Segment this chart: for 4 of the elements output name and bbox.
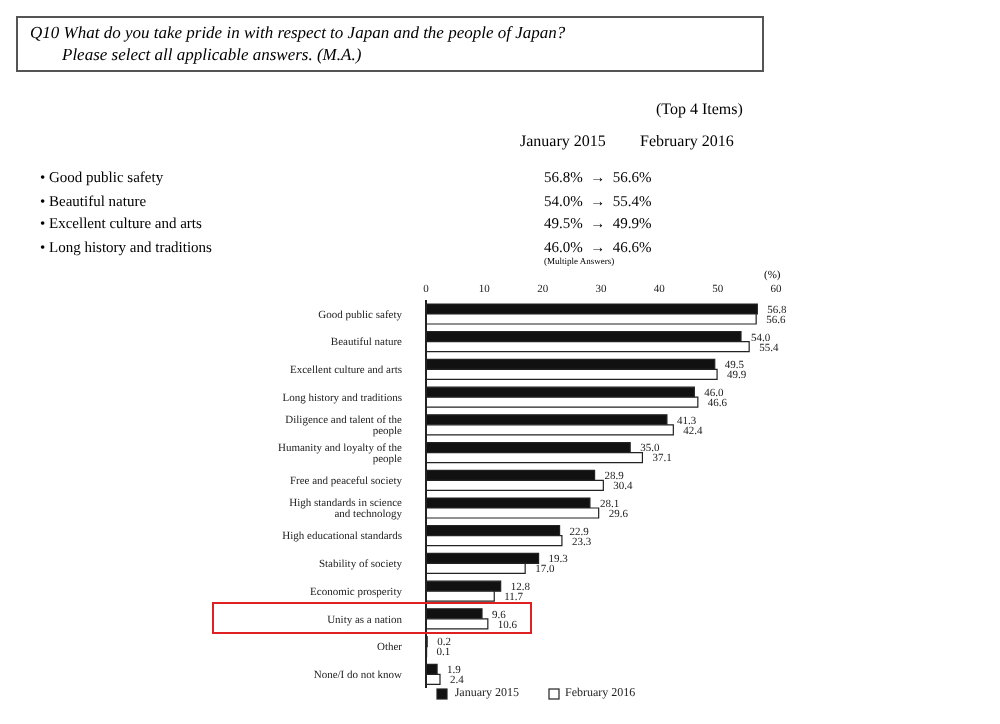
text: (Top 4 Items) <box>656 100 743 118</box>
text: January 2015 <box>520 132 606 150</box>
chart-title: Q10 What do you take pride in with respect to Japan and the people of Japan? Please select all applicable answers. (M.A.) <box>30 22 568 66</box>
text: February 2016 <box>640 132 734 150</box>
